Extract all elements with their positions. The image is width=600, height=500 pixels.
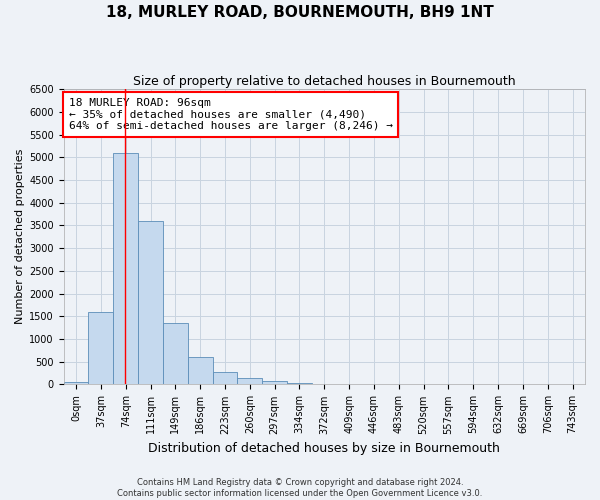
- Text: 18 MURLEY ROAD: 96sqm
← 35% of detached houses are smaller (4,490)
64% of semi-d: 18 MURLEY ROAD: 96sqm ← 35% of detached …: [69, 98, 393, 131]
- Bar: [212, 372, 238, 384]
- Text: 18, MURLEY ROAD, BOURNEMOUTH, BH9 1NT: 18, MURLEY ROAD, BOURNEMOUTH, BH9 1NT: [106, 5, 494, 20]
- Bar: [287, 382, 312, 384]
- Bar: [113, 153, 138, 384]
- Title: Size of property relative to detached houses in Bournemouth: Size of property relative to detached ho…: [133, 75, 515, 88]
- Bar: [64, 382, 88, 384]
- Text: Contains HM Land Registry data © Crown copyright and database right 2024.
Contai: Contains HM Land Registry data © Crown c…: [118, 478, 482, 498]
- X-axis label: Distribution of detached houses by size in Bournemouth: Distribution of detached houses by size …: [148, 442, 500, 455]
- Bar: [138, 221, 163, 384]
- Bar: [188, 357, 212, 384]
- Y-axis label: Number of detached properties: Number of detached properties: [15, 149, 25, 324]
- Bar: [163, 323, 188, 384]
- Bar: [238, 378, 262, 384]
- Bar: [88, 312, 113, 384]
- Bar: [262, 381, 287, 384]
